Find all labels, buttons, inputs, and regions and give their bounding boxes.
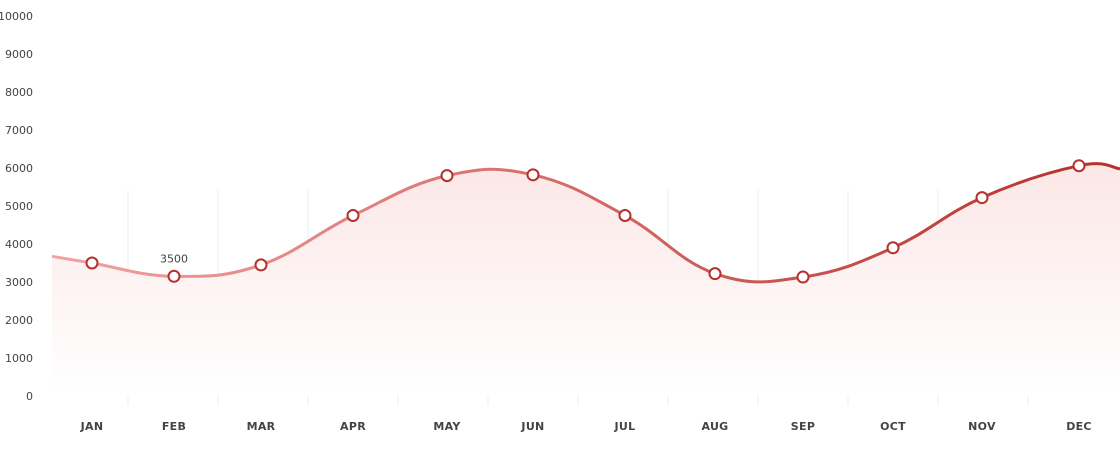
data-point-oct[interactable] bbox=[886, 241, 900, 255]
y-tick-label: 0 bbox=[26, 390, 33, 403]
y-tick-label: 5000 bbox=[5, 200, 33, 213]
x-axis: JAN FEB MAR APR MAY JUN JUL AUG SEP OCT NOV DEC bbox=[80, 420, 1092, 433]
data-points bbox=[85, 159, 1086, 284]
y-axis: 0 1000 2000 3000 4000 5000 6000 7000 8000 9000 100… bbox=[0, 10, 33, 403]
data-point-sep[interactable] bbox=[796, 270, 810, 284]
x-tick-label: MAR bbox=[247, 420, 276, 433]
data-point-dec[interactable] bbox=[1072, 159, 1086, 173]
x-tick-label: JAN bbox=[80, 420, 104, 433]
x-tick-label: DEC bbox=[1066, 420, 1092, 433]
data-point-aug[interactable] bbox=[708, 267, 722, 281]
series-line bbox=[51, 162, 1120, 284]
data-point-may[interactable] bbox=[440, 169, 454, 183]
x-tick-label: JUN bbox=[520, 420, 544, 433]
y-tick-label: 6000 bbox=[5, 162, 33, 175]
data-point-mar[interactable] bbox=[254, 258, 268, 272]
data-point-jul[interactable] bbox=[618, 209, 632, 222]
y-tick-label: 8000 bbox=[5, 86, 33, 99]
x-tick-label: FEB bbox=[162, 420, 186, 433]
series-area bbox=[52, 163, 1120, 396]
x-tick-label: AUG bbox=[701, 420, 728, 433]
data-labels: 3500 bbox=[160, 252, 188, 265]
y-tick-label: 3000 bbox=[5, 276, 33, 289]
data-point-nov[interactable] bbox=[975, 191, 989, 205]
x-tick-label: JUL bbox=[614, 420, 636, 433]
y-tick-label: 10000 bbox=[0, 10, 33, 23]
y-tick-label: 9000 bbox=[5, 48, 33, 61]
x-tick-label: APR bbox=[340, 420, 366, 433]
x-tick-label: NOV bbox=[968, 420, 996, 433]
data-label: 3500 bbox=[160, 252, 188, 265]
data-point-jun[interactable] bbox=[526, 168, 540, 182]
y-tick-label: 4000 bbox=[5, 238, 33, 251]
x-tick-label: MAY bbox=[433, 420, 461, 433]
y-tick-label: 1000 bbox=[5, 352, 33, 365]
y-tick-label: 2000 bbox=[5, 314, 33, 327]
data-point-apr[interactable] bbox=[346, 209, 360, 222]
x-tick-label: OCT bbox=[880, 420, 906, 433]
data-point-jan[interactable] bbox=[85, 256, 99, 270]
y-tick-label: 7000 bbox=[5, 124, 33, 137]
data-point-feb[interactable] bbox=[167, 269, 181, 283]
x-tick-label: SEP bbox=[791, 420, 815, 433]
